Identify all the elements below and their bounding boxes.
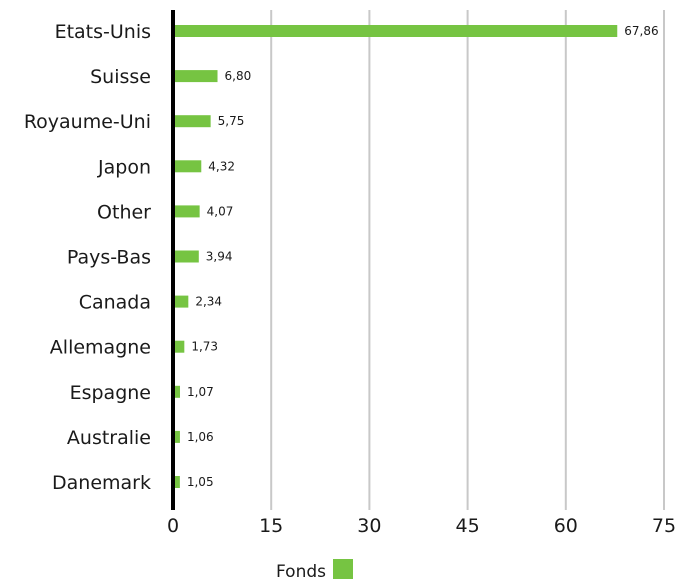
category-label: Suisse [90,66,151,88]
data-label: 1,73 [191,340,218,354]
data-label: 1,06 [187,430,214,444]
bar [173,295,189,308]
x-tick-label: 15 [259,515,283,537]
bar [173,430,180,443]
category-label: Etats-Unis [55,21,151,43]
data-label: 4,32 [208,159,235,173]
bar [173,250,199,263]
data-label: 3,94 [206,250,233,264]
labels: 0 15 30 45 60 75 Etats-Unis 67,86 Suisse 6,80 Roya… [24,21,676,537]
category-label: Danemark [52,472,151,494]
category-label: Espagne [70,382,151,404]
data-label: 6,80 [225,69,252,83]
category-label: Other [97,201,151,223]
bar [173,205,200,218]
bars [173,25,618,488]
category-label: Allemagne [50,337,151,359]
bar [173,340,185,353]
bar [173,25,618,37]
data-label: 67,86 [624,24,658,38]
x-tick-label: 45 [456,515,480,537]
category-label: Royaume-Uni [24,111,151,133]
bar [173,70,218,83]
category-label: Japon [97,156,151,178]
x-tick-label: 0 [167,515,179,537]
x-tick-label: 75 [652,515,676,537]
category-label: Pays-Bas [67,247,151,269]
legend-label: Fonds [276,562,326,579]
data-label: 5,75 [218,114,245,128]
bar [173,385,181,398]
bar [173,115,211,128]
data-label: 1,07 [187,385,214,399]
data-label: 2,34 [195,295,222,309]
bar [173,476,180,488]
legend: Fonds [276,559,353,579]
data-label: 1,05 [187,475,214,489]
category-label: Australie [67,427,151,449]
category-label: Canada [79,292,151,314]
bar [173,160,202,173]
legend-swatch [333,559,353,579]
data-label: 4,07 [207,204,234,218]
x-tick-label: 30 [357,515,381,537]
x-tick-label: 60 [554,515,578,537]
grid-lines [270,10,665,510]
